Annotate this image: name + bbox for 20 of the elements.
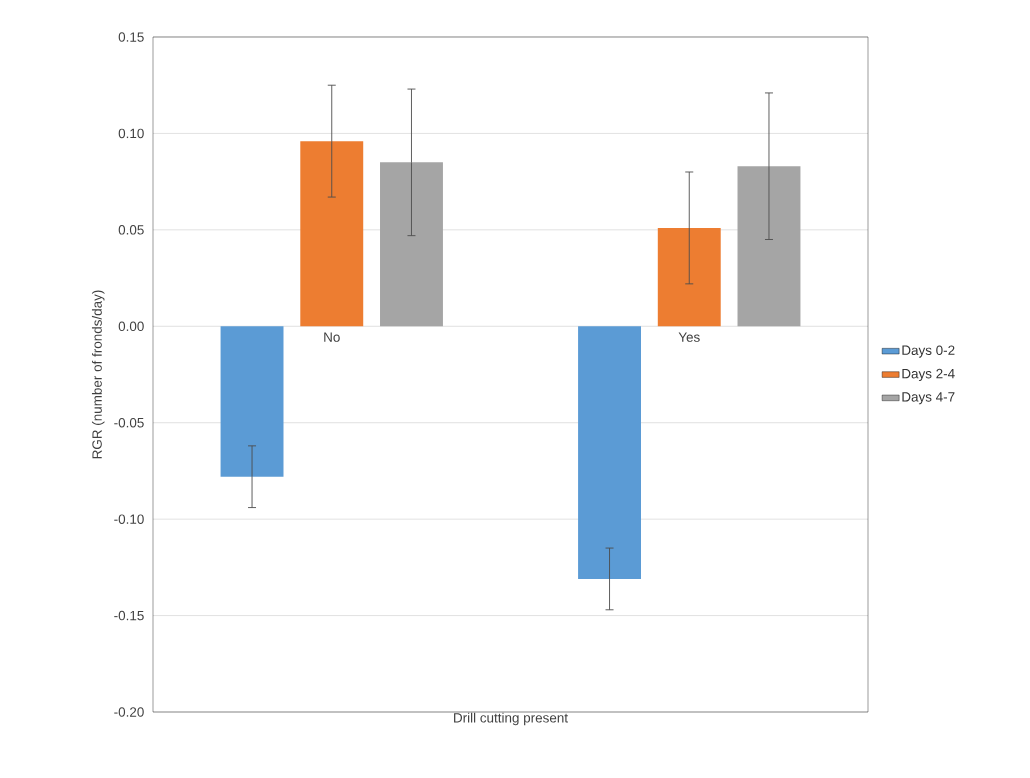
bar: [300, 141, 364, 327]
x-tick-label: No: [324, 332, 340, 342]
y-tick-label: -0.10: [114, 514, 144, 524]
y-tick-label: -0.05: [114, 417, 144, 428]
x-tick-label: Yes: [678, 332, 700, 342]
y-tick-label: 0.10: [118, 128, 144, 139]
y-tick-label: -0.20: [114, 707, 144, 717]
y-tick-label: 0.00: [118, 321, 144, 332]
y-tick-label: 0.15: [118, 32, 144, 42]
bar: [220, 326, 284, 477]
legend-label: Days 2-4: [902, 368, 955, 382]
legend-label: Days 4-7: [902, 392, 955, 405]
y-tick-label: 0.05: [118, 225, 144, 235]
bar: [737, 166, 801, 327]
bar: [578, 326, 641, 579]
y-tick-label: -0.15: [114, 610, 144, 621]
bar: [380, 162, 443, 327]
x-axis-title: Drill cutting present: [454, 712, 568, 726]
legend-label: Days 0-2: [902, 345, 955, 358]
y-axis-title: RGR (number of fronds/day): [91, 290, 105, 459]
